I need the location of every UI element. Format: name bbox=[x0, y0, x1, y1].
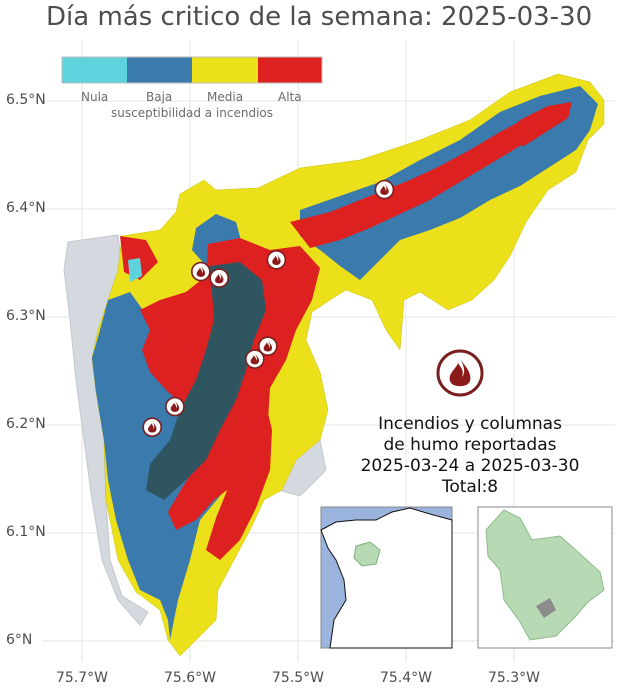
inset-antioquia bbox=[353, 541, 381, 567]
y-tick-label: 6.5°N bbox=[6, 92, 46, 108]
fire-marker-icon bbox=[245, 349, 265, 369]
inset-zoom-area bbox=[536, 598, 556, 618]
legend-label-alta: Alta bbox=[278, 90, 302, 104]
region-nula bbox=[128, 258, 142, 282]
map-title: Día más critico de la semana: 2025-03-30 bbox=[46, 2, 593, 32]
fire-summary-dates: 2025-03-24 a 2025-03-30 bbox=[360, 456, 580, 476]
x-tick-label: 75.6°W bbox=[164, 670, 217, 686]
fire-marker-icon bbox=[209, 268, 229, 288]
fire-summary-line: de humo reportadas bbox=[383, 435, 557, 455]
y-tick-label: 6°N bbox=[6, 632, 33, 648]
legend-label-baja: Baja bbox=[146, 90, 173, 104]
fire-summary: Incendios y columnas de humo reportadas … bbox=[330, 414, 610, 498]
fire-points bbox=[142, 179, 395, 438]
y-tick-label: 6.3°N bbox=[6, 308, 46, 324]
legend-swatch-baja bbox=[127, 57, 192, 83]
inset-zoom-region bbox=[485, 509, 605, 641]
legend-label-nula: Nula bbox=[81, 90, 109, 104]
x-tick-label: 75.4°W bbox=[380, 670, 433, 686]
inset-landmass bbox=[320, 507, 453, 649]
legend-swatch-nula bbox=[62, 57, 127, 83]
legend-bar bbox=[61, 56, 323, 84]
y-tick-label: 6.1°N bbox=[6, 524, 46, 540]
fire-marker-icon bbox=[165, 396, 185, 417]
x-tick-label: 75.7°W bbox=[56, 670, 109, 686]
y-tick-label: 6.4°N bbox=[6, 200, 46, 216]
fire-summary-total: Total:8 bbox=[441, 477, 499, 497]
fire-marker-icon bbox=[257, 336, 278, 357]
region-alta-northeast bbox=[500, 102, 572, 146]
legend-title: susceptibilidad a incendios bbox=[111, 106, 274, 120]
fire-marker-icon bbox=[266, 249, 287, 270]
legend-swatch-media bbox=[192, 57, 258, 83]
legend-swatch-alta bbox=[258, 57, 322, 83]
fire-marker-icon bbox=[374, 179, 395, 200]
inset-antioquia-zoom bbox=[477, 506, 613, 649]
y-tick-label: 6.2°N bbox=[6, 416, 46, 432]
inset-colombia bbox=[320, 506, 453, 649]
x-tick-label: 75.5°W bbox=[272, 670, 325, 686]
legend-label-media: Media bbox=[207, 90, 244, 104]
x-tick-label: 75.3°W bbox=[488, 670, 541, 686]
region-mixed-cluster bbox=[146, 262, 266, 500]
region-alta-south bbox=[206, 392, 272, 560]
fire-summary-line: Incendios y columnas bbox=[378, 414, 562, 434]
fire-marker-icon bbox=[142, 417, 162, 438]
fire-legend-icon bbox=[436, 349, 484, 397]
fire-marker-icon bbox=[191, 261, 211, 282]
